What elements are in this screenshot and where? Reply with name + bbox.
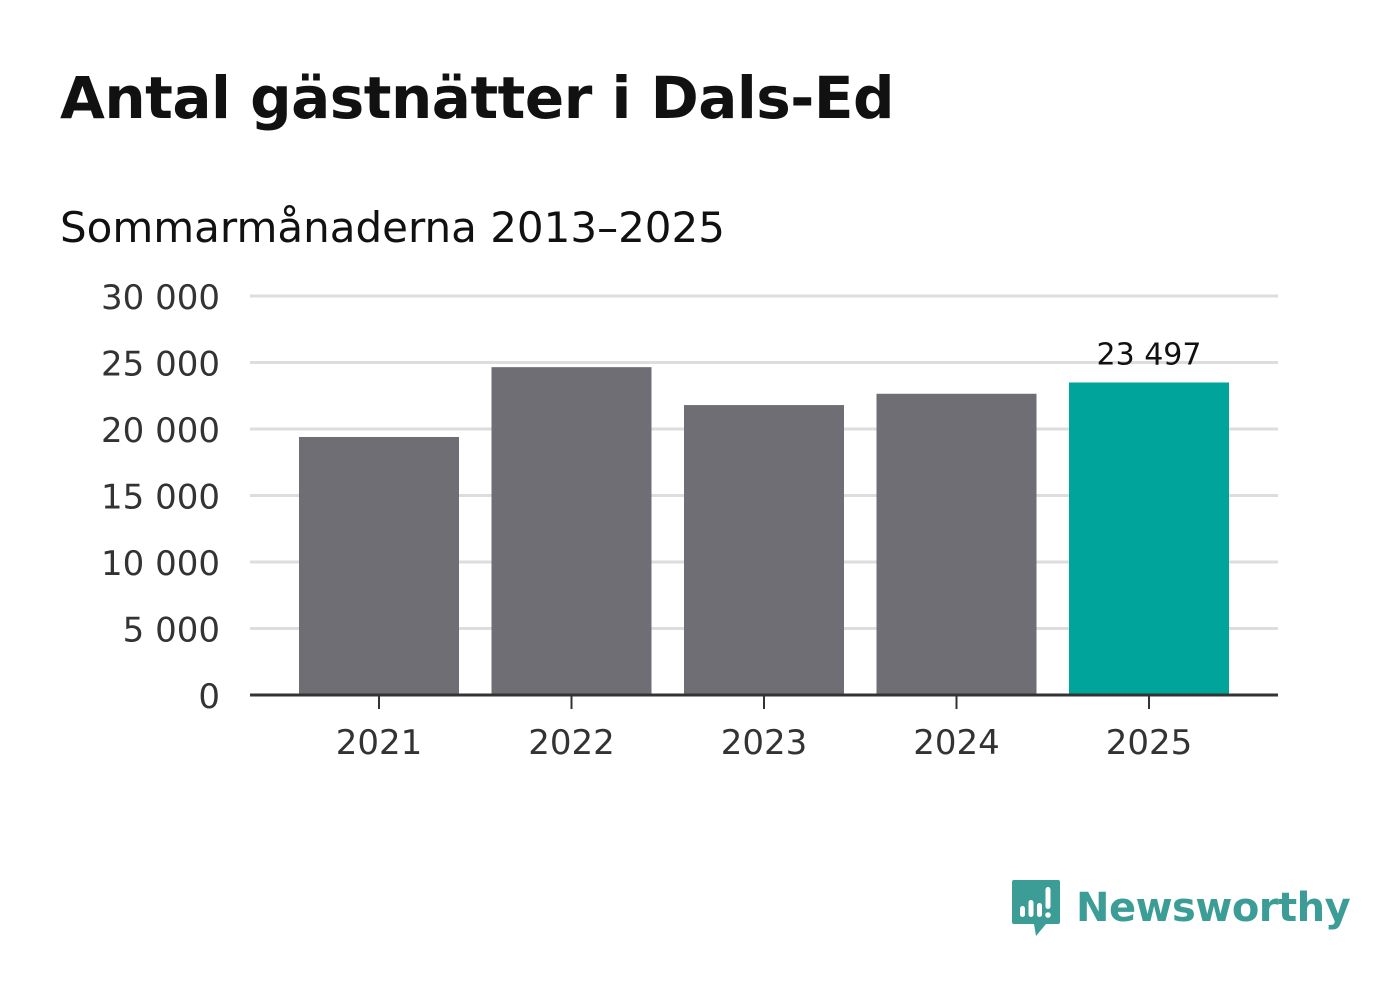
y-tick-label: 15 000 (101, 478, 220, 518)
y-tick-label: 0 (198, 677, 220, 717)
y-tick-label: 10 000 (101, 544, 220, 584)
bar (491, 367, 652, 695)
x-tick-label: 2025 (1106, 723, 1193, 763)
newsworthy-logo-icon (1012, 880, 1060, 936)
y-tick-label: 30 000 (101, 278, 220, 318)
chart-subtitle: Sommarmånaderna 2013–2025 (60, 203, 725, 252)
bar (684, 405, 844, 695)
x-tick-label: 2022 (528, 723, 615, 763)
y-tick-label: 5 000 (123, 611, 220, 651)
chart-title: Antal gästnätter i Dals-Ed (60, 64, 895, 132)
newsworthy-logo: Newsworthy (1010, 878, 1351, 938)
x-tick-label: 2021 (336, 723, 423, 763)
x-tick-label: 2023 (721, 723, 808, 763)
bar (299, 436, 459, 695)
bar (876, 393, 1037, 695)
brand-name: Newsworthy (1076, 885, 1351, 931)
data-label: 23 497 (1097, 337, 1202, 372)
y-tick-label: 20 000 (101, 411, 220, 451)
bar (1069, 382, 1229, 695)
x-tick-label: 2024 (913, 723, 1000, 763)
y-tick-label: 25 000 (101, 345, 220, 385)
